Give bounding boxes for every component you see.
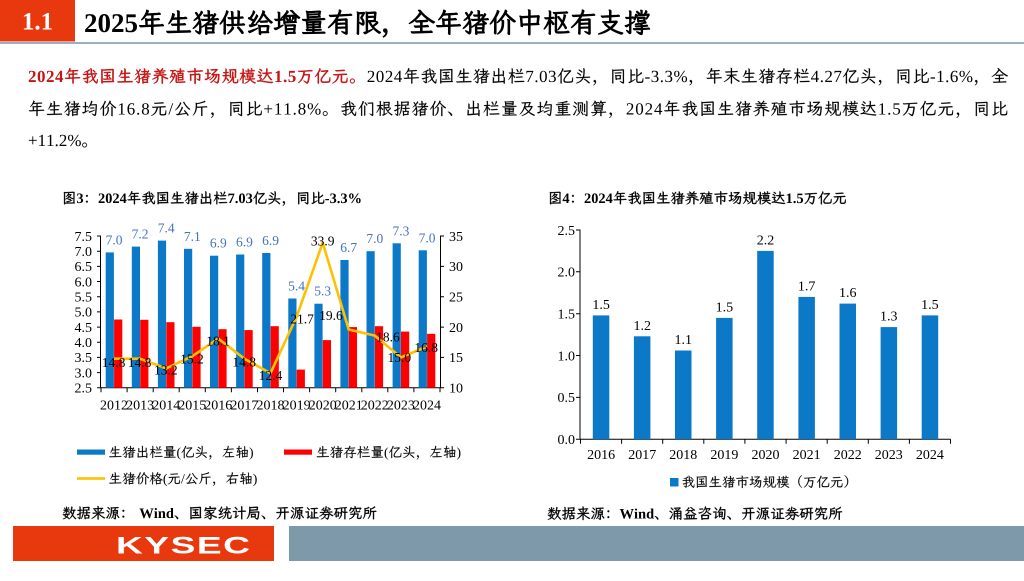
- svg-text:2024: 2024: [413, 399, 441, 414]
- svg-text:7.0: 7.0: [366, 231, 383, 246]
- svg-text:1.2: 1.2: [633, 319, 651, 334]
- svg-text:7.0: 7.0: [106, 232, 123, 247]
- svg-text:1.5: 1.5: [716, 300, 734, 315]
- svg-text:7.2: 7.2: [132, 227, 149, 242]
- svg-text:5.5: 5.5: [75, 291, 93, 306]
- svg-text:16.8: 16.8: [414, 340, 438, 355]
- svg-text:1.0: 1.0: [558, 349, 576, 364]
- svg-text:2012: 2012: [100, 399, 128, 414]
- svg-text:2024: 2024: [916, 448, 944, 463]
- svg-text:2019: 2019: [283, 399, 311, 414]
- svg-text:6.0: 6.0: [75, 275, 93, 290]
- svg-text:1.1: 1.1: [675, 333, 693, 348]
- svg-text:13.2: 13.2: [154, 362, 178, 377]
- svg-text:4.5: 4.5: [75, 321, 93, 336]
- svg-text:1.5: 1.5: [558, 308, 576, 323]
- svg-text:2014: 2014: [152, 399, 180, 414]
- svg-text:15.0: 15.0: [387, 350, 411, 365]
- svg-text:7.5: 7.5: [75, 230, 93, 245]
- svg-text:7.4: 7.4: [158, 221, 175, 236]
- svg-text:18.6: 18.6: [376, 330, 400, 345]
- svg-text:1.5: 1.5: [921, 298, 939, 313]
- svg-text:2023: 2023: [387, 399, 415, 414]
- svg-text:6.9: 6.9: [262, 233, 279, 248]
- svg-text:2016: 2016: [587, 448, 615, 463]
- svg-text:14.8: 14.8: [232, 354, 256, 369]
- svg-text:5.3: 5.3: [314, 284, 331, 299]
- svg-text:25: 25: [449, 291, 463, 306]
- svg-text:6.5: 6.5: [75, 260, 93, 275]
- svg-text:2021: 2021: [335, 399, 363, 414]
- svg-text:5.0: 5.0: [75, 306, 93, 321]
- svg-text:6.9: 6.9: [210, 236, 227, 251]
- svg-text:2023: 2023: [875, 448, 903, 463]
- svg-text:2.5: 2.5: [75, 382, 93, 397]
- svg-text:2013: 2013: [126, 399, 154, 414]
- svg-text:0.0: 0.0: [558, 433, 576, 448]
- svg-text:35: 35: [449, 230, 463, 245]
- svg-text:2017: 2017: [628, 448, 656, 463]
- svg-text:2015: 2015: [178, 399, 206, 414]
- svg-text:KYSEC: KYSEC: [116, 532, 251, 559]
- svg-text:2020: 2020: [309, 399, 337, 414]
- svg-text:2018: 2018: [669, 448, 697, 463]
- svg-text:15.2: 15.2: [180, 351, 204, 366]
- svg-text:3.0: 3.0: [75, 366, 93, 381]
- svg-text:6.7: 6.7: [340, 240, 357, 255]
- svg-text:18.1: 18.1: [206, 333, 230, 348]
- svg-text:1.5: 1.5: [592, 298, 610, 313]
- svg-text:2020: 2020: [752, 448, 780, 463]
- svg-text:20: 20: [449, 321, 463, 336]
- svg-text:21.7: 21.7: [290, 311, 314, 326]
- svg-text:2021: 2021: [793, 448, 821, 463]
- svg-text:2018: 2018: [257, 399, 285, 414]
- svg-text:2017: 2017: [230, 399, 258, 414]
- svg-text:2.5: 2.5: [558, 224, 576, 239]
- svg-text:2.0: 2.0: [558, 266, 576, 281]
- svg-text:7.1: 7.1: [184, 229, 201, 244]
- svg-text:7.3: 7.3: [392, 223, 409, 238]
- svg-text:0.5: 0.5: [558, 391, 576, 406]
- svg-text:12.4: 12.4: [259, 368, 283, 383]
- svg-text:1.6: 1.6: [839, 286, 857, 301]
- svg-text:1.3: 1.3: [880, 310, 898, 325]
- svg-text:19.6: 19.6: [319, 308, 343, 323]
- svg-text:14.8: 14.8: [102, 355, 126, 370]
- svg-text:1.1: 1.1: [22, 9, 53, 36]
- svg-text:1.7: 1.7: [798, 279, 816, 294]
- svg-text:5.4: 5.4: [288, 279, 305, 294]
- svg-text:4.0: 4.0: [75, 336, 93, 351]
- svg-text:33.9: 33.9: [311, 233, 335, 248]
- svg-text:2.2: 2.2: [757, 233, 775, 248]
- svg-text:30: 30: [449, 260, 463, 275]
- svg-text:15: 15: [449, 351, 463, 366]
- svg-text:2019: 2019: [710, 448, 738, 463]
- svg-text:10: 10: [449, 382, 463, 397]
- svg-text:3.5: 3.5: [75, 351, 93, 366]
- svg-text:7.0: 7.0: [75, 245, 93, 260]
- svg-text:2022: 2022: [361, 399, 389, 414]
- svg-text:2022: 2022: [834, 448, 862, 463]
- svg-text:14.8: 14.8: [128, 355, 152, 370]
- svg-text:7.0: 7.0: [419, 230, 436, 245]
- svg-text:2016: 2016: [204, 399, 232, 414]
- svg-text:6.9: 6.9: [236, 235, 253, 250]
